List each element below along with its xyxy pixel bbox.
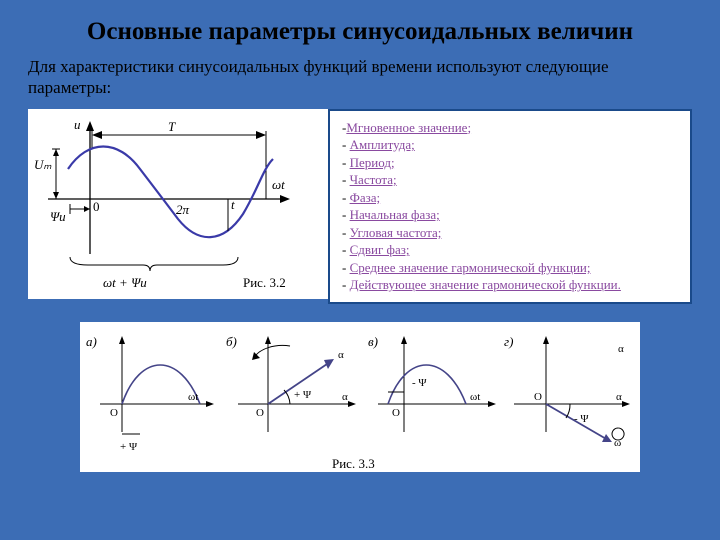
svg-text:2π: 2π xyxy=(176,202,190,217)
svg-text:- Ψ: - Ψ xyxy=(574,413,589,425)
svg-text:O: O xyxy=(256,407,264,419)
svg-text:O: O xyxy=(110,407,118,419)
param-link[interactable]: Мгновенное значение; xyxy=(346,120,471,135)
svg-text:u: u xyxy=(74,117,81,132)
svg-text:α: α xyxy=(618,343,624,355)
svg-text:+ Ψ: + Ψ xyxy=(120,441,138,453)
svg-text:t: t xyxy=(231,197,235,212)
svg-text:в): в) xyxy=(368,334,378,349)
svg-text:ωt: ωt xyxy=(470,391,480,403)
param-link[interactable]: Действующее значение гармонической функц… xyxy=(350,277,621,292)
param-link[interactable]: Частота; xyxy=(350,172,397,187)
svg-text:ωt: ωt xyxy=(272,177,285,192)
param-link[interactable]: Амплитуда; xyxy=(350,137,415,152)
sine-wave-figure: t u T Uₘ Ψu 0 2π ωt ωt + Ψu Рис. 3.2 xyxy=(28,109,328,299)
param-link[interactable]: Период; xyxy=(350,155,395,170)
svg-text:г): г) xyxy=(504,334,513,349)
svg-text:0: 0 xyxy=(93,199,100,214)
svg-text:ω: ω xyxy=(614,437,621,449)
phase-shift-figure: а) O ωt + Ψ б) xyxy=(80,322,640,472)
svg-text:Ψu: Ψu xyxy=(50,209,66,224)
svg-text:O: O xyxy=(392,407,400,419)
svg-text:+ Ψ: + Ψ xyxy=(294,389,312,401)
svg-text:а): а) xyxy=(86,334,97,349)
svg-text:- Ψ: - Ψ xyxy=(412,377,427,389)
svg-text:Рис. 3.3: Рис. 3.3 xyxy=(332,456,375,471)
param-link[interactable]: Угловая частота; xyxy=(350,225,442,240)
param-link[interactable]: Фаза; xyxy=(350,190,381,205)
svg-text:б): б) xyxy=(226,334,237,349)
param-link[interactable]: Сдвиг фаз; xyxy=(350,242,410,257)
svg-text:α: α xyxy=(616,391,622,403)
svg-text:α: α xyxy=(342,391,348,403)
svg-text:ωt + Ψu: ωt + Ψu xyxy=(103,275,147,290)
parameters-list: -Мгновенное значение; - Амплитуда; - Пер… xyxy=(328,109,692,304)
svg-text:α: α xyxy=(338,349,344,361)
svg-text:Рис. 3.2: Рис. 3.2 xyxy=(243,275,286,290)
svg-text:T: T xyxy=(168,119,176,134)
slide-title: Основные параметры синусоидальных величи… xyxy=(28,18,692,46)
svg-text:O: O xyxy=(534,391,542,403)
slide-intro: Для характеристики синусоидальных функци… xyxy=(28,56,692,99)
svg-text:ωt: ωt xyxy=(188,391,198,403)
param-link[interactable]: Начальная фаза; xyxy=(350,207,440,222)
param-link[interactable]: Среднее значение гармонической функции; xyxy=(350,260,591,275)
svg-text:Uₘ: Uₘ xyxy=(34,157,52,172)
